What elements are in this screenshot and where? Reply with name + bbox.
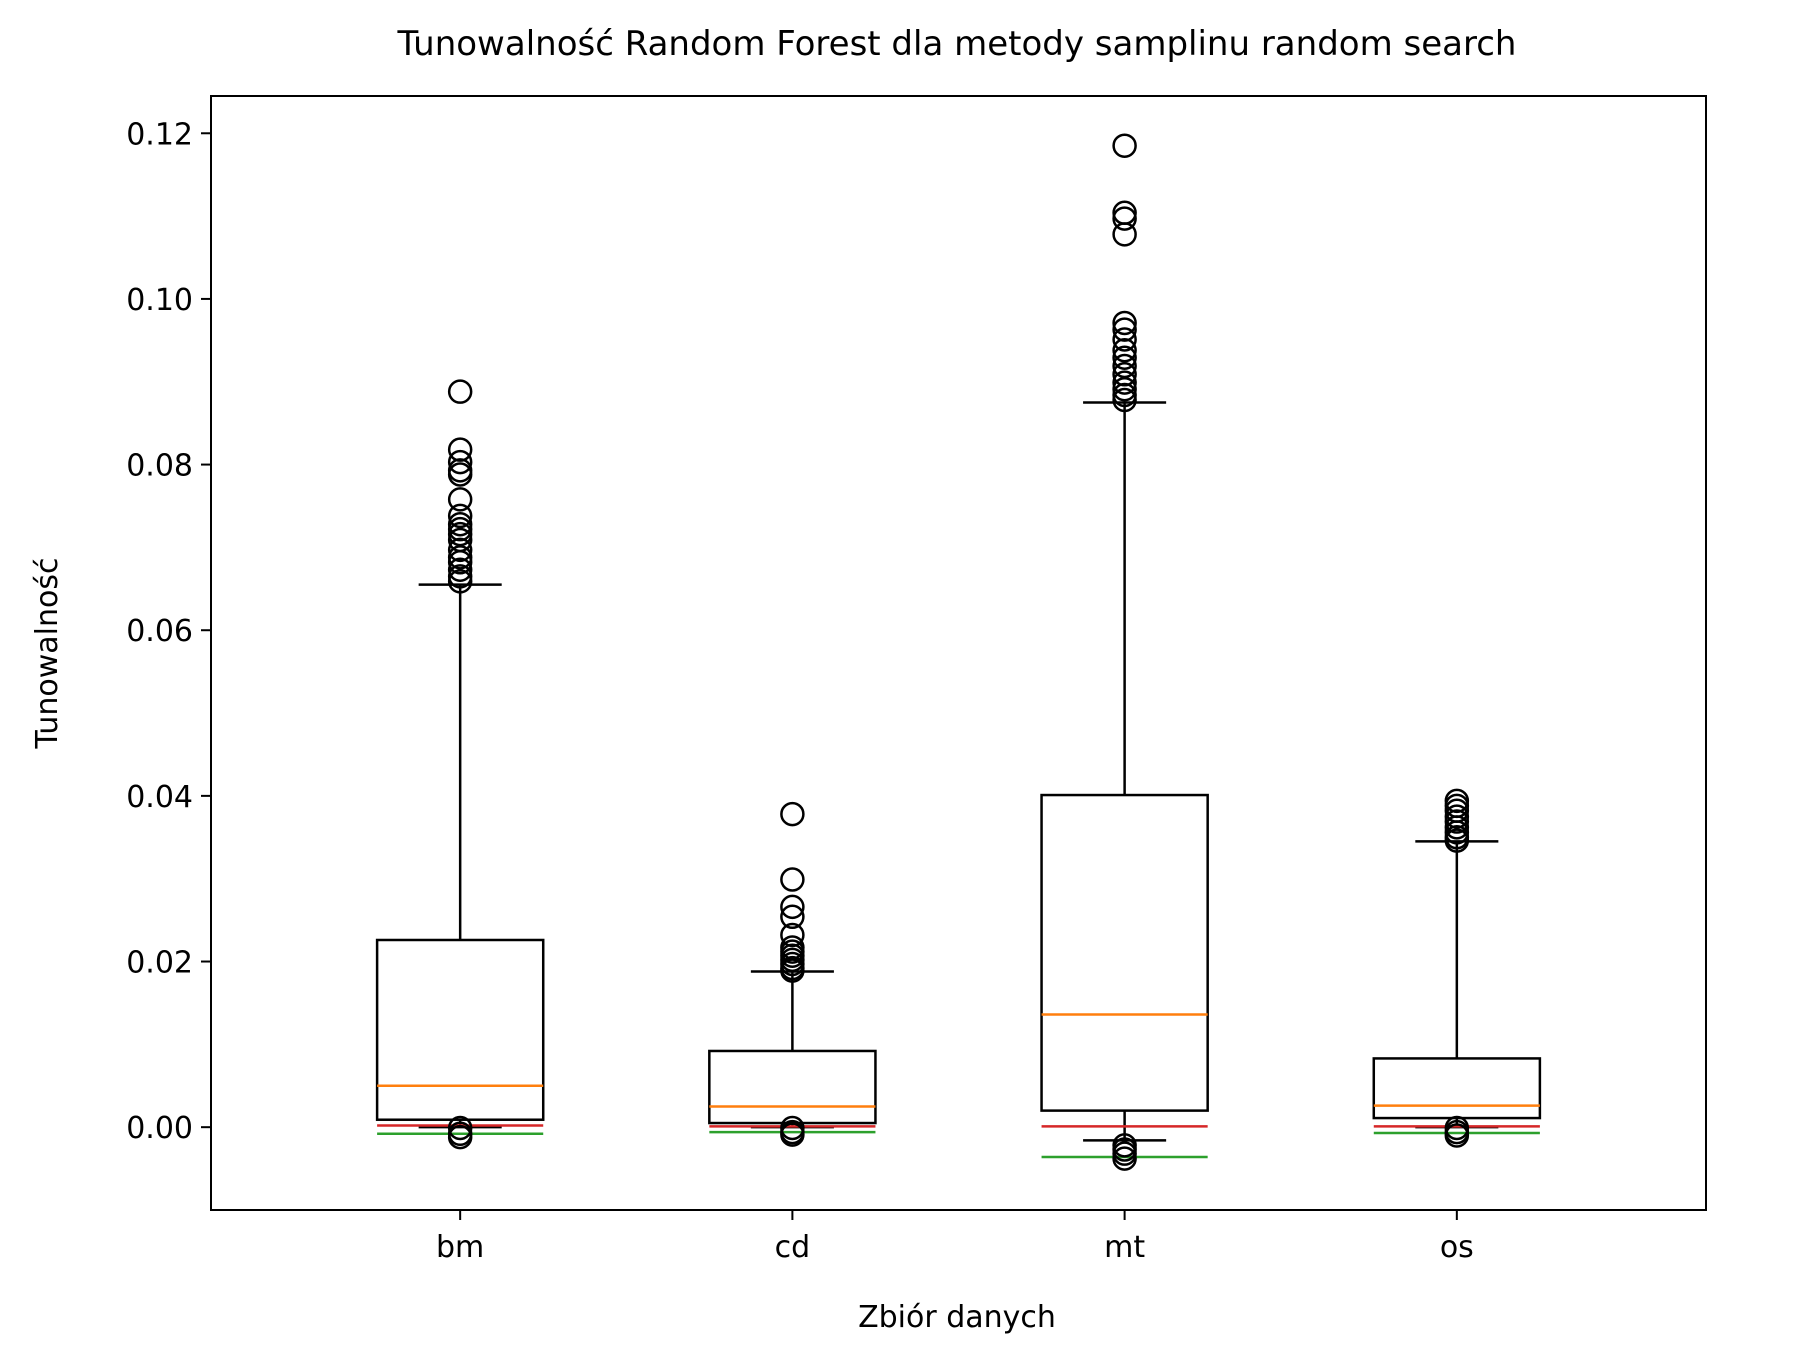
y-tick-label: 0.06: [126, 614, 193, 649]
outlier-point: [447, 379, 473, 404]
outlier-point: [1112, 133, 1137, 158]
outlier-point: [780, 1122, 805, 1147]
outlier-point: [447, 437, 473, 462]
outlier-point: [1444, 828, 1470, 853]
outlier-point: [447, 487, 473, 512]
outlier-point: [1112, 370, 1137, 395]
outlier-point: [447, 462, 473, 487]
iqr-box: [375, 938, 545, 1121]
axes-frame: [210, 95, 1707, 1211]
outlier-point: [780, 867, 805, 892]
x-axis-ticks: bm cd mt os: [436, 1210, 1474, 1265]
y-axis-label: Tunowalność: [30, 558, 65, 750]
outlier-point: [447, 1115, 473, 1141]
outlier-point: [447, 550, 473, 575]
outlier-point: [1444, 1123, 1470, 1148]
x-tick-label: os: [1440, 1230, 1474, 1265]
outlier-point: [447, 537, 473, 563]
outlier-point: [1112, 387, 1137, 413]
x-tick-label: mt: [1104, 1230, 1145, 1265]
outlier-point: [447, 1124, 473, 1150]
outlier-point: [1112, 222, 1137, 247]
y-tick-label: 0.04: [126, 780, 193, 815]
outlier-point: [1112, 327, 1137, 352]
y-tick-label: 0.00: [126, 1111, 193, 1146]
y-tick-label: 0.12: [126, 117, 193, 152]
outlier-point: [1112, 310, 1137, 336]
outlier-point: [1444, 809, 1470, 834]
outlier-point: [780, 958, 805, 983]
iqr-box: [1040, 793, 1209, 1112]
outlier-point: [780, 922, 805, 948]
outlier-point: [447, 449, 473, 475]
outlier-point: [1112, 345, 1137, 370]
chart-title: Tunowalność Random Forest dla metody sam…: [397, 24, 1517, 64]
outlier-point: [447, 569, 473, 594]
x-tick-label: cd: [775, 1230, 811, 1265]
outlier-point: [447, 557, 473, 583]
outlier-point: [780, 894, 805, 920]
outlier-point: [1112, 376, 1137, 402]
x-tick-label: bm: [436, 1230, 484, 1265]
box-bm: [375, 379, 545, 1150]
outlier-point: [1112, 317, 1137, 342]
outlier-point: [780, 904, 805, 930]
outlier-point: [1112, 1146, 1137, 1171]
box-series: [375, 133, 1542, 1171]
outlier-point: [780, 801, 805, 827]
box-os: [1372, 788, 1542, 1148]
outlier-point: [1112, 206, 1137, 231]
outlier-point: [1112, 362, 1137, 387]
outlier-point: [1112, 338, 1137, 363]
y-tick-label: 0.08: [126, 449, 193, 484]
box-cd: [708, 801, 877, 1147]
y-tick-label: 0.02: [126, 946, 193, 981]
y-axis-ticks: 0.00 0.02 0.04 0.06 0.08 0.10 0.12: [126, 117, 211, 1146]
outlier-point: [447, 503, 473, 529]
y-tick-label: 0.10: [126, 283, 193, 318]
plot-area: 0.00 0.02 0.04 0.06 0.08 0.10 0.12 bm cd mt os: [126, 95, 1707, 1265]
box-mt: [1040, 133, 1209, 1171]
x-axis-label: Zbiór danych: [858, 1300, 1056, 1335]
